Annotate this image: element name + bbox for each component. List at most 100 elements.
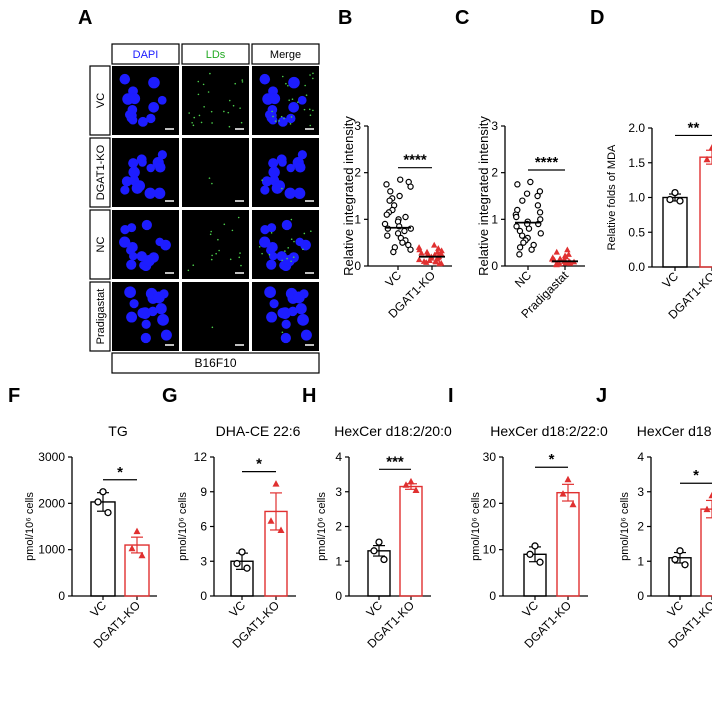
y-tick-label: 1 (491, 212, 498, 226)
data-point (233, 559, 241, 568)
chart-title: TG (108, 423, 127, 439)
nucleus (137, 116, 148, 127)
x-tick-label-nc: NC (512, 268, 534, 290)
micrograph-lds-vc (182, 66, 249, 135)
lipid-droplet (239, 107, 241, 109)
lipid-droplet (211, 326, 214, 329)
lipid-droplet (223, 110, 225, 113)
nucleus (260, 185, 270, 195)
nucleus (155, 303, 167, 315)
nucleus (141, 219, 152, 231)
data-point (435, 245, 442, 251)
data-point (387, 188, 394, 195)
column-header-box (251, 43, 320, 65)
data-point (401, 227, 408, 235)
y-tick-label: 1.0 (628, 191, 645, 205)
nucleus (128, 166, 140, 178)
data-point (708, 491, 712, 499)
y-tick-label: 2.0 (628, 121, 645, 135)
lipid-droplet (271, 110, 273, 113)
micrograph-dapi-dgat1-ko (112, 138, 179, 207)
lipid-droplet (209, 233, 212, 236)
data-point (525, 225, 533, 232)
lipid-droplet (261, 179, 263, 181)
data-point (407, 246, 414, 253)
bar-dgat1-ko (699, 156, 712, 268)
y-tick-label: 6 (200, 520, 207, 534)
bar-dgat1-ko (399, 485, 423, 597)
lipid-droplet (234, 82, 237, 85)
data-point (243, 564, 251, 572)
nucleus (297, 150, 307, 160)
lipid-droplet (238, 256, 241, 259)
lipid-droplet (285, 82, 287, 85)
data-point (681, 561, 689, 569)
lipid-droplet (293, 240, 295, 243)
y-axis-label: pmol/10⁶ cells (470, 492, 482, 561)
lipid-droplet (286, 257, 288, 260)
nucleus (269, 93, 281, 105)
nucleus (120, 185, 130, 195)
data-point (434, 248, 441, 255)
column-header-box (111, 43, 180, 65)
column-header-merge: Merge (270, 49, 301, 61)
lipid-droplet (303, 108, 306, 111)
bar-vc (662, 196, 688, 268)
lipid-droplet (228, 125, 231, 128)
y-tick-label: 2000 (38, 496, 65, 510)
significance-marker: **** (403, 152, 427, 169)
lipid-droplet (290, 218, 293, 221)
data-point (671, 555, 679, 564)
nucleus (129, 93, 141, 105)
nucleus (297, 95, 307, 105)
lipid-droplet (197, 93, 200, 96)
lipid-droplet (211, 182, 213, 185)
lipid-droplet (227, 111, 230, 114)
row-label-vc: VC (95, 93, 107, 108)
nucleus (293, 187, 306, 200)
lipid-droplet (268, 253, 271, 256)
y-axis-label: pmol/10⁶ cells (177, 492, 189, 561)
nucleus (286, 163, 296, 173)
data-point (553, 248, 560, 255)
y-tick-label: 2 (491, 166, 498, 180)
y-tick-label: 1 (354, 212, 361, 226)
lipid-droplet (211, 254, 213, 257)
data-point (520, 239, 527, 246)
bar-dgat1-ko (556, 491, 580, 597)
data-point (556, 255, 564, 262)
lipid-droplet (305, 94, 308, 96)
lipid-droplet (291, 98, 294, 101)
panel-label-j: J (596, 385, 607, 407)
y-tick-label: 4 (637, 450, 644, 464)
nucleus (267, 104, 278, 115)
nucleus (129, 251, 138, 261)
lipid-droplet (281, 75, 284, 78)
significance-marker: * (549, 451, 555, 468)
data-point (436, 260, 443, 267)
y-tick-label: 0.0 (628, 260, 645, 274)
nucleus (157, 313, 169, 326)
row-label-box (89, 65, 111, 136)
data-point (272, 480, 280, 487)
data-point (375, 538, 383, 546)
micrograph-lds-pradigastat (182, 282, 249, 351)
panel-label-f: F (8, 385, 20, 407)
nucleus (288, 76, 300, 89)
chart-i: HexCer d18:2/22:0 0 10 20 30 pmol/10⁶ cells VC… (470, 423, 608, 651)
nucleus (297, 313, 309, 326)
data-point (94, 498, 102, 506)
nucleus (281, 219, 292, 231)
nucleus (126, 259, 137, 270)
lipid-droplet (287, 247, 289, 249)
lipid-droplet (240, 121, 243, 124)
chart-title: HexCer d18:2 (637, 423, 712, 439)
data-point (431, 241, 438, 248)
data-point (396, 192, 403, 200)
lipid-droplet (270, 232, 273, 234)
y-tick-label: 3 (200, 554, 207, 568)
lipid-droplet (258, 245, 261, 248)
data-point (565, 251, 572, 257)
y-axis-label: Relative integrated intensity (341, 116, 356, 276)
